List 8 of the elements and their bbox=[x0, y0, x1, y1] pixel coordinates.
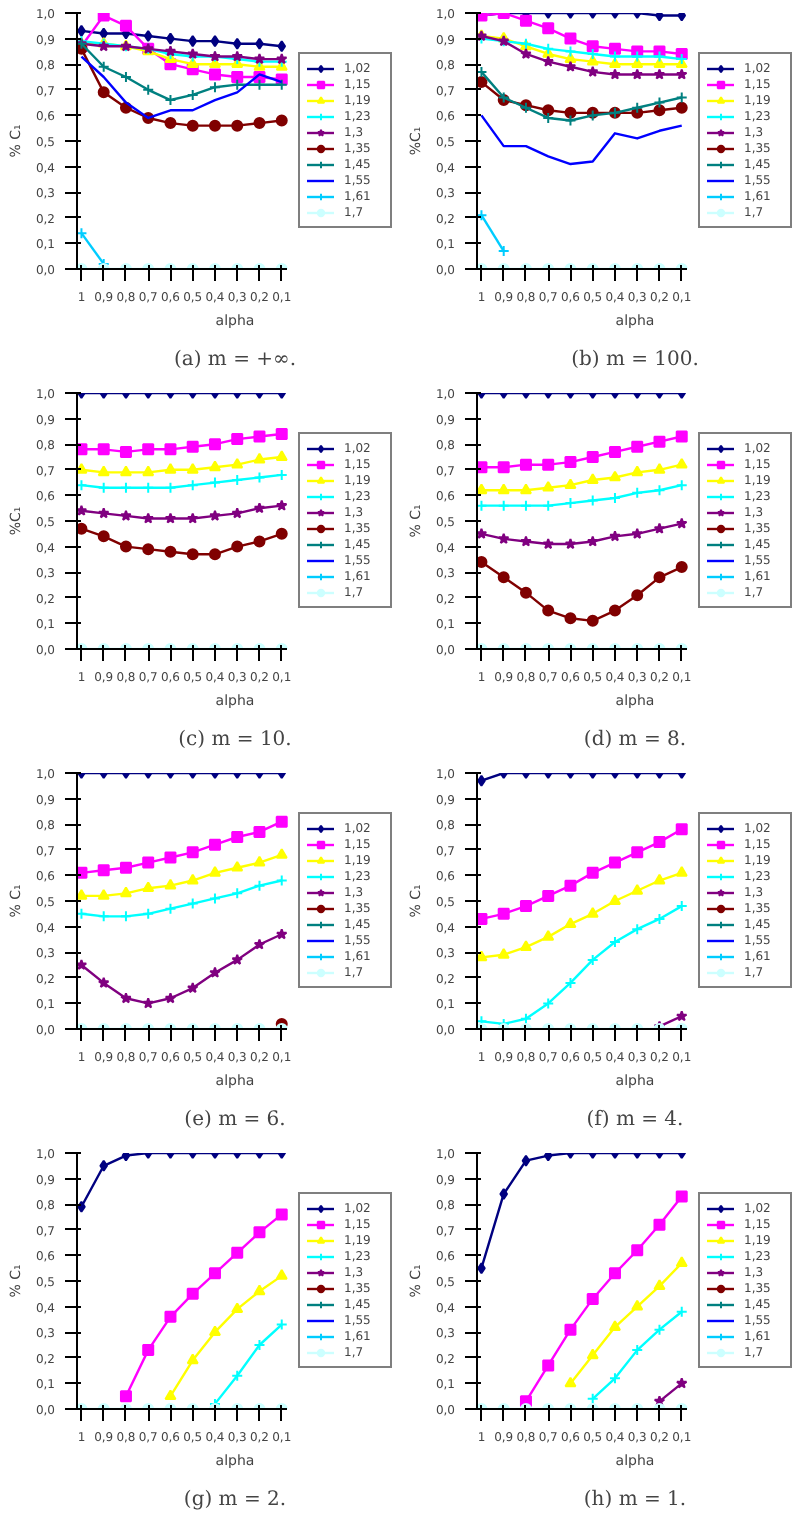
text: (d) m = 8. bbox=[583, 729, 687, 751]
text: (h) m = 1. bbox=[583, 1489, 687, 1511]
text: (g) m = 2. bbox=[183, 1489, 287, 1511]
text: (f) m = 4. bbox=[586, 1109, 684, 1131]
text: (c) m = 10. bbox=[178, 729, 292, 751]
text: (a) m = +∞. bbox=[173, 349, 297, 371]
text: (e) m = 6. bbox=[184, 1109, 286, 1131]
text: (b) m = 100. bbox=[571, 349, 699, 371]
